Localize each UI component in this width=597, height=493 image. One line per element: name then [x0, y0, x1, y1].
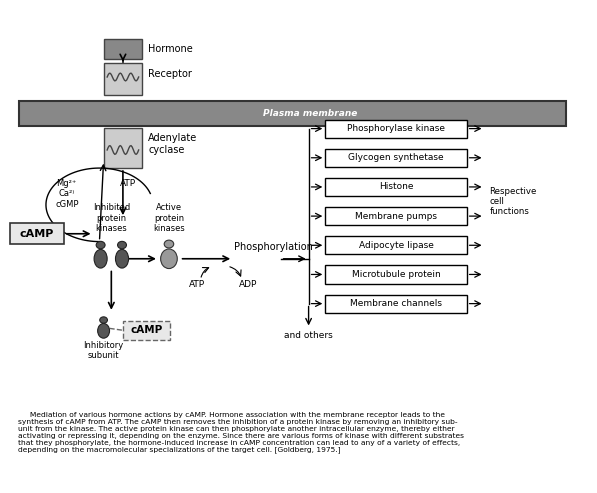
Text: Receptor: Receptor [148, 69, 192, 79]
Text: and others: and others [284, 331, 333, 340]
Ellipse shape [100, 317, 107, 323]
Text: ATP: ATP [120, 179, 136, 188]
Text: Phosphorylase kinase: Phosphorylase kinase [347, 124, 445, 133]
Text: cAMP: cAMP [130, 325, 162, 335]
FancyBboxPatch shape [104, 63, 142, 95]
Ellipse shape [98, 323, 109, 338]
Text: ADP: ADP [239, 280, 257, 289]
Text: Adenylate
cyclase: Adenylate cyclase [148, 133, 198, 155]
FancyBboxPatch shape [325, 149, 467, 167]
Text: Adipocyte lipase: Adipocyte lipase [359, 241, 433, 250]
FancyBboxPatch shape [325, 265, 467, 283]
FancyBboxPatch shape [325, 207, 467, 225]
Ellipse shape [161, 249, 177, 269]
FancyBboxPatch shape [10, 223, 64, 244]
Text: Inhibitory
subunit: Inhibitory subunit [84, 341, 124, 360]
Text: Histone: Histone [378, 182, 413, 191]
FancyBboxPatch shape [123, 321, 170, 340]
Ellipse shape [96, 242, 105, 248]
Text: Mediation of various hormone actions by cAMP. Hormone association with the membr: Mediation of various hormone actions by … [18, 412, 464, 454]
Text: cAMP: cAMP [20, 229, 54, 239]
Text: Plasma membrane: Plasma membrane [263, 109, 358, 118]
FancyBboxPatch shape [104, 128, 142, 168]
Text: Microtubule protein: Microtubule protein [352, 270, 441, 279]
Text: Membrane channels: Membrane channels [350, 299, 442, 308]
Text: Membrane pumps: Membrane pumps [355, 211, 437, 220]
Ellipse shape [118, 242, 127, 248]
FancyBboxPatch shape [325, 236, 467, 254]
FancyBboxPatch shape [325, 178, 467, 196]
Text: Respective
cell
functions: Respective cell functions [490, 187, 537, 216]
Text: Mg²⁺
Ca²⁾
cGMP: Mg²⁺ Ca²⁾ cGMP [55, 179, 78, 209]
Text: Inhibited
protein
kinases: Inhibited protein kinases [93, 204, 130, 233]
Ellipse shape [94, 249, 107, 268]
Ellipse shape [115, 249, 128, 268]
FancyBboxPatch shape [104, 38, 142, 59]
Text: Phosphorylation: Phosphorylation [235, 243, 313, 252]
Text: Glycogen synthetase: Glycogen synthetase [348, 153, 444, 162]
Ellipse shape [164, 240, 174, 248]
FancyBboxPatch shape [325, 119, 467, 138]
Text: Active
protein
kinases: Active protein kinases [153, 204, 185, 233]
Text: Hormone: Hormone [148, 44, 193, 54]
Text: ATP: ATP [189, 280, 205, 289]
FancyBboxPatch shape [325, 294, 467, 313]
FancyBboxPatch shape [19, 101, 566, 126]
